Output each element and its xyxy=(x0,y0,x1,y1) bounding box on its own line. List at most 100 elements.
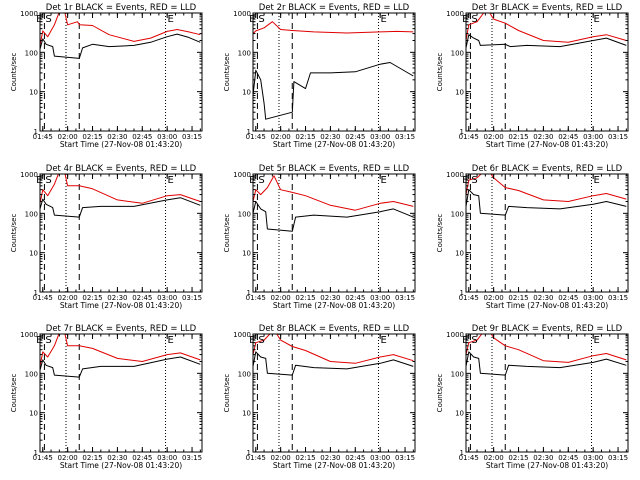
x-tick-label: 01:45 xyxy=(459,294,479,302)
x-tick-label: 03:15 xyxy=(608,133,628,141)
x-tick-label: 01:45 xyxy=(459,454,479,462)
y-tick-label: 10 xyxy=(455,250,464,258)
panel-title: Det 1r BLACK = Events, RED = LLD xyxy=(46,3,197,13)
y-tick-label: 1000 xyxy=(446,171,464,179)
marker-label-start: S xyxy=(471,175,477,186)
y-axis-label: Counts/sec xyxy=(436,214,444,253)
x-tick-label: 02:45 xyxy=(558,294,578,302)
x-tick-label: 03:00 xyxy=(157,294,177,302)
x-tick-label: 02:00 xyxy=(58,454,78,462)
x-tick-label: 03:15 xyxy=(395,294,415,302)
x-tick-label: 02:30 xyxy=(320,454,340,462)
panel-plot-area xyxy=(40,334,201,452)
x-tick-label: 02:45 xyxy=(132,133,152,141)
marker-label-end: E xyxy=(594,14,600,25)
x-tick-label: 02:00 xyxy=(58,133,78,141)
x-tick-label: 02:45 xyxy=(345,454,365,462)
marker-label-end: E xyxy=(168,335,174,346)
marker-label-end: E xyxy=(594,335,600,346)
events-series-line xyxy=(253,62,414,120)
marker-label-start: E xyxy=(462,14,468,25)
y-tick-label: 1000 xyxy=(20,171,38,179)
x-tick-label: 02:00 xyxy=(484,133,504,141)
x-tick-label: 03:15 xyxy=(608,454,628,462)
events-series-line xyxy=(466,34,627,49)
panel-plot-area xyxy=(466,334,627,452)
lld-series-line xyxy=(40,334,201,367)
y-tick-label: 100 xyxy=(238,49,251,57)
y-axis-label: Counts/sec xyxy=(223,374,231,413)
x-tick-label: 03:00 xyxy=(583,133,603,141)
lld-series-line xyxy=(466,13,627,43)
x-tick-label: 02:45 xyxy=(345,133,365,141)
y-axis-label: Counts/sec xyxy=(436,374,444,413)
x-tick-label: 02:15 xyxy=(508,454,528,462)
marker-label-start: S xyxy=(45,335,51,346)
x-tick-label: 03:15 xyxy=(182,133,202,141)
x-tick-label: 02:00 xyxy=(484,454,504,462)
y-tick-label: 1000 xyxy=(233,10,251,18)
y-tick-label: 100 xyxy=(25,210,38,218)
marker-label-start: S xyxy=(45,175,51,186)
x-axis-label: Start Time (27-Nov-08 01:43:20) xyxy=(60,461,182,470)
x-tick-label: 01:45 xyxy=(33,133,53,141)
lld-series-line xyxy=(40,174,201,204)
x-tick-label: 02:30 xyxy=(107,294,127,302)
x-tick-label: 02:00 xyxy=(271,454,291,462)
marker-label-end: E xyxy=(381,175,387,186)
marker-label-start: E xyxy=(249,175,255,186)
x-tick-label: 02:15 xyxy=(82,454,102,462)
x-tick-label: 01:45 xyxy=(33,454,53,462)
y-tick-label: 1 xyxy=(34,449,38,457)
marker-label-end: E xyxy=(381,14,387,25)
x-axis-label: Start Time (27-Nov-08 01:43:20) xyxy=(486,301,608,310)
panel-plot-area xyxy=(40,174,201,292)
x-axis-label: Start Time (27-Nov-08 01:43:20) xyxy=(486,140,608,149)
x-tick-label: 02:30 xyxy=(107,133,127,141)
y-tick-label: 1 xyxy=(460,289,464,297)
events-series-line xyxy=(40,356,201,378)
y-tick-label: 100 xyxy=(451,210,464,218)
x-tick-label: 02:45 xyxy=(132,294,152,302)
x-tick-label: 02:00 xyxy=(484,294,504,302)
panel-frame xyxy=(465,333,629,453)
x-tick-label: 03:15 xyxy=(182,454,202,462)
x-tick-label: 02:00 xyxy=(271,294,291,302)
marker-label-end: E xyxy=(168,175,174,186)
y-axis-label: Counts/sec xyxy=(10,53,18,92)
y-tick-label: 1 xyxy=(460,128,464,136)
panel-title: Det 6r BLACK = Events, RED = LLD xyxy=(472,164,623,174)
x-axis-label: Start Time (27-Nov-08 01:43:20) xyxy=(60,301,182,310)
y-tick-label: 100 xyxy=(25,49,38,57)
panel-frame xyxy=(465,12,629,132)
x-tick-label: 02:45 xyxy=(345,294,365,302)
y-tick-label: 1 xyxy=(247,289,251,297)
y-tick-label: 1 xyxy=(247,128,251,136)
x-tick-label: 03:15 xyxy=(395,454,415,462)
x-tick-label: 02:15 xyxy=(295,294,315,302)
y-tick-label: 10 xyxy=(29,89,38,97)
x-axis-label: Start Time (27-Nov-08 01:43:20) xyxy=(273,461,395,470)
panel-frame xyxy=(39,173,203,293)
marker-label-start: E xyxy=(462,175,468,186)
panel-title: Det 8r BLACK = Events, RED = LLD xyxy=(259,324,410,334)
x-tick-label: 02:45 xyxy=(558,454,578,462)
y-axis-label: Counts/sec xyxy=(223,53,231,92)
x-tick-label: 02:15 xyxy=(295,133,315,141)
panel-frame xyxy=(252,173,416,293)
x-tick-label: 03:00 xyxy=(157,454,177,462)
panel-title: Det 2r BLACK = Events, RED = LLD xyxy=(259,3,410,13)
y-tick-label: 10 xyxy=(242,250,251,258)
x-axis-label: Start Time (27-Nov-08 01:43:20) xyxy=(486,461,608,470)
x-tick-label: 01:45 xyxy=(459,133,479,141)
marker-label-start: E xyxy=(36,14,42,25)
panel-plot-area xyxy=(253,13,414,131)
panel-title: Det 4r BLACK = Events, RED = LLD xyxy=(46,164,197,174)
panel-plot-area xyxy=(466,174,627,292)
x-tick-label: 03:00 xyxy=(583,294,603,302)
panel-plot-area xyxy=(253,174,414,292)
y-tick-label: 1000 xyxy=(233,171,251,179)
